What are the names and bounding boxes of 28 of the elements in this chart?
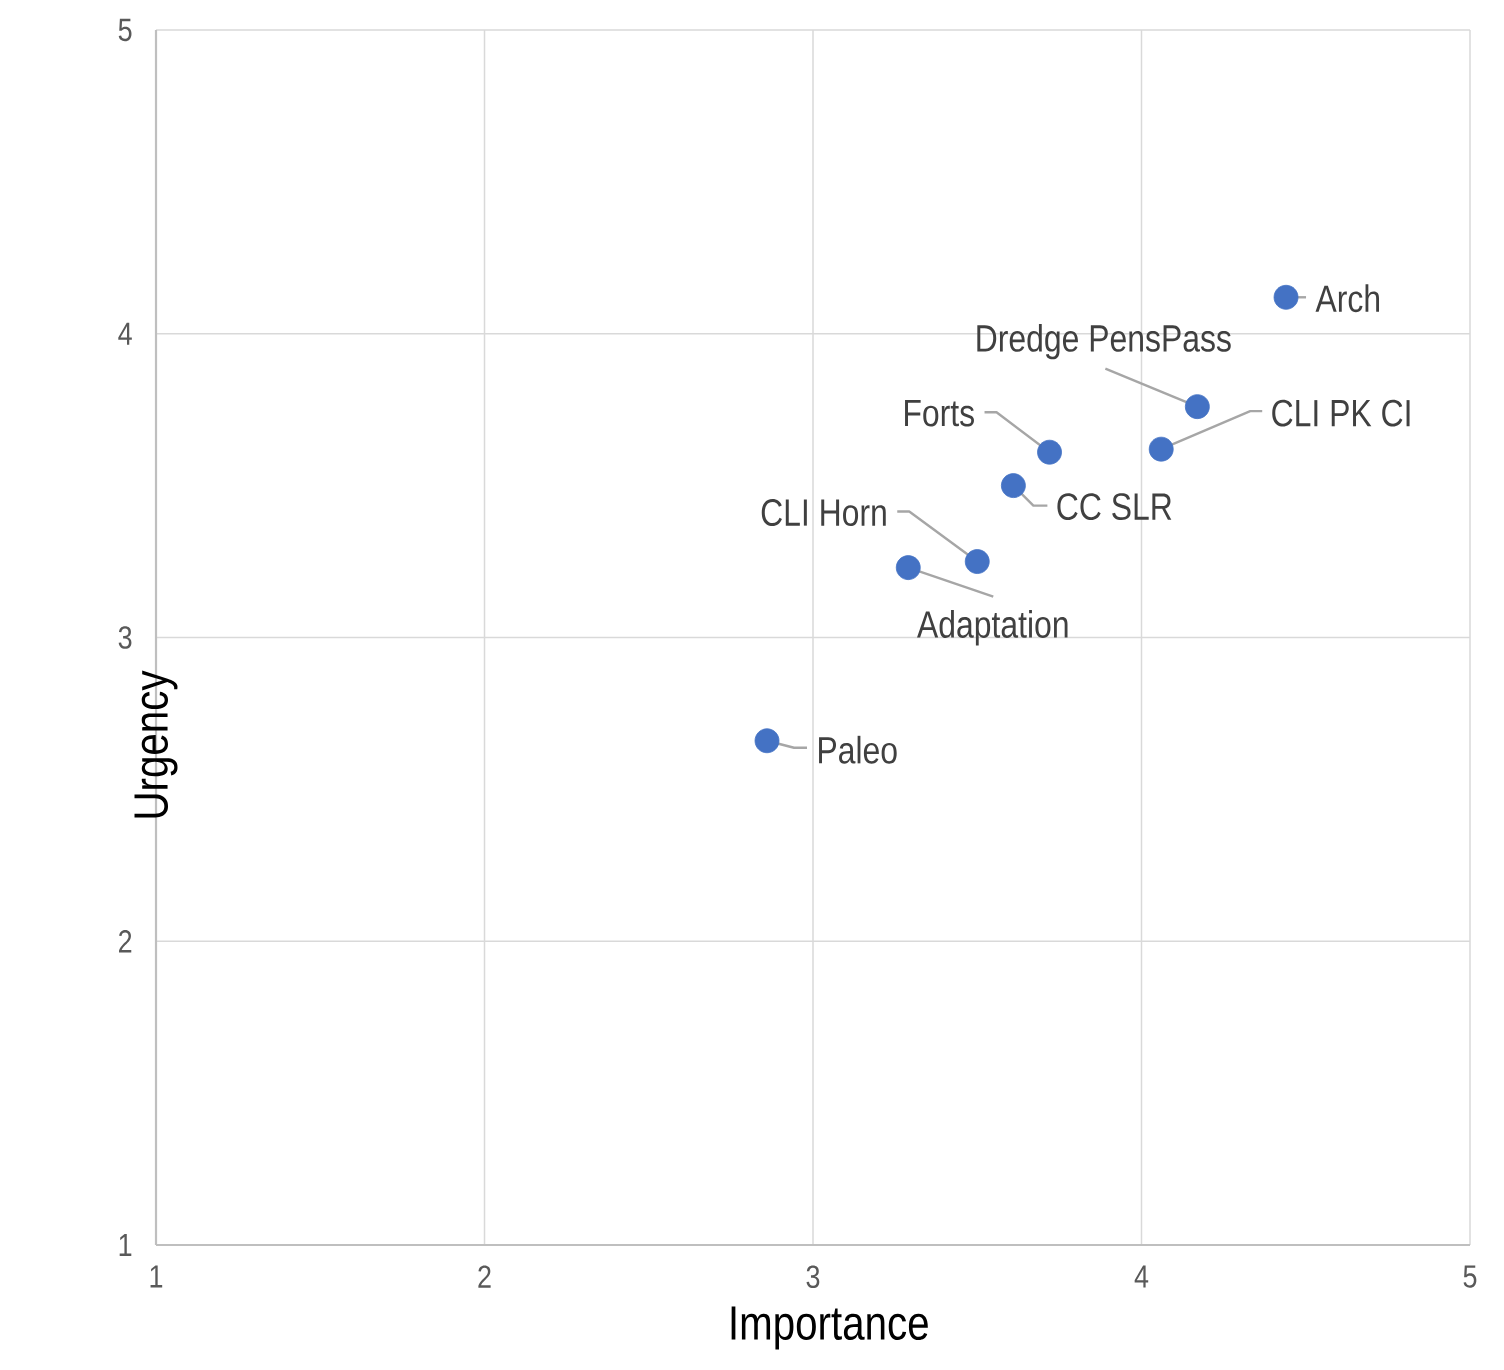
y-tick-label: 2 <box>119 930 132 953</box>
point <box>1000 473 1026 499</box>
x-tick-label: 4 <box>1134 1265 1149 1288</box>
point <box>1037 439 1062 465</box>
y-axis-title: Urgency <box>134 670 178 818</box>
x-tick-label: 5 <box>1463 1265 1477 1288</box>
point <box>964 549 990 574</box>
annotation: CLI Horn <box>761 499 886 527</box>
annotation: CC SLR <box>1057 493 1172 521</box>
x-axis-title: Importance <box>731 1306 928 1350</box>
annotation: Dredge PensPass <box>977 323 1231 360</box>
point <box>895 555 921 581</box>
annotation: Adaptation <box>917 610 1068 646</box>
annotation: Arch <box>1315 284 1379 313</box>
point <box>1184 394 1210 420</box>
point <box>1148 436 1174 462</box>
annotation: Forts <box>905 399 974 427</box>
y-tick-label: 3 <box>118 626 132 649</box>
y-tick-label: 1 <box>119 1233 132 1256</box>
annotation: Paleo <box>819 735 897 764</box>
x-tick-label: 1 <box>150 1265 163 1288</box>
y-tick-label: 4 <box>118 322 132 345</box>
x-tick-label: 2 <box>478 1265 491 1288</box>
point <box>754 728 780 754</box>
annotation: CLI PK CI <box>1272 399 1410 427</box>
x-tick-label: 3 <box>806 1265 820 1289</box>
point <box>1273 284 1299 310</box>
y-tick-label: 5 <box>118 18 132 42</box>
